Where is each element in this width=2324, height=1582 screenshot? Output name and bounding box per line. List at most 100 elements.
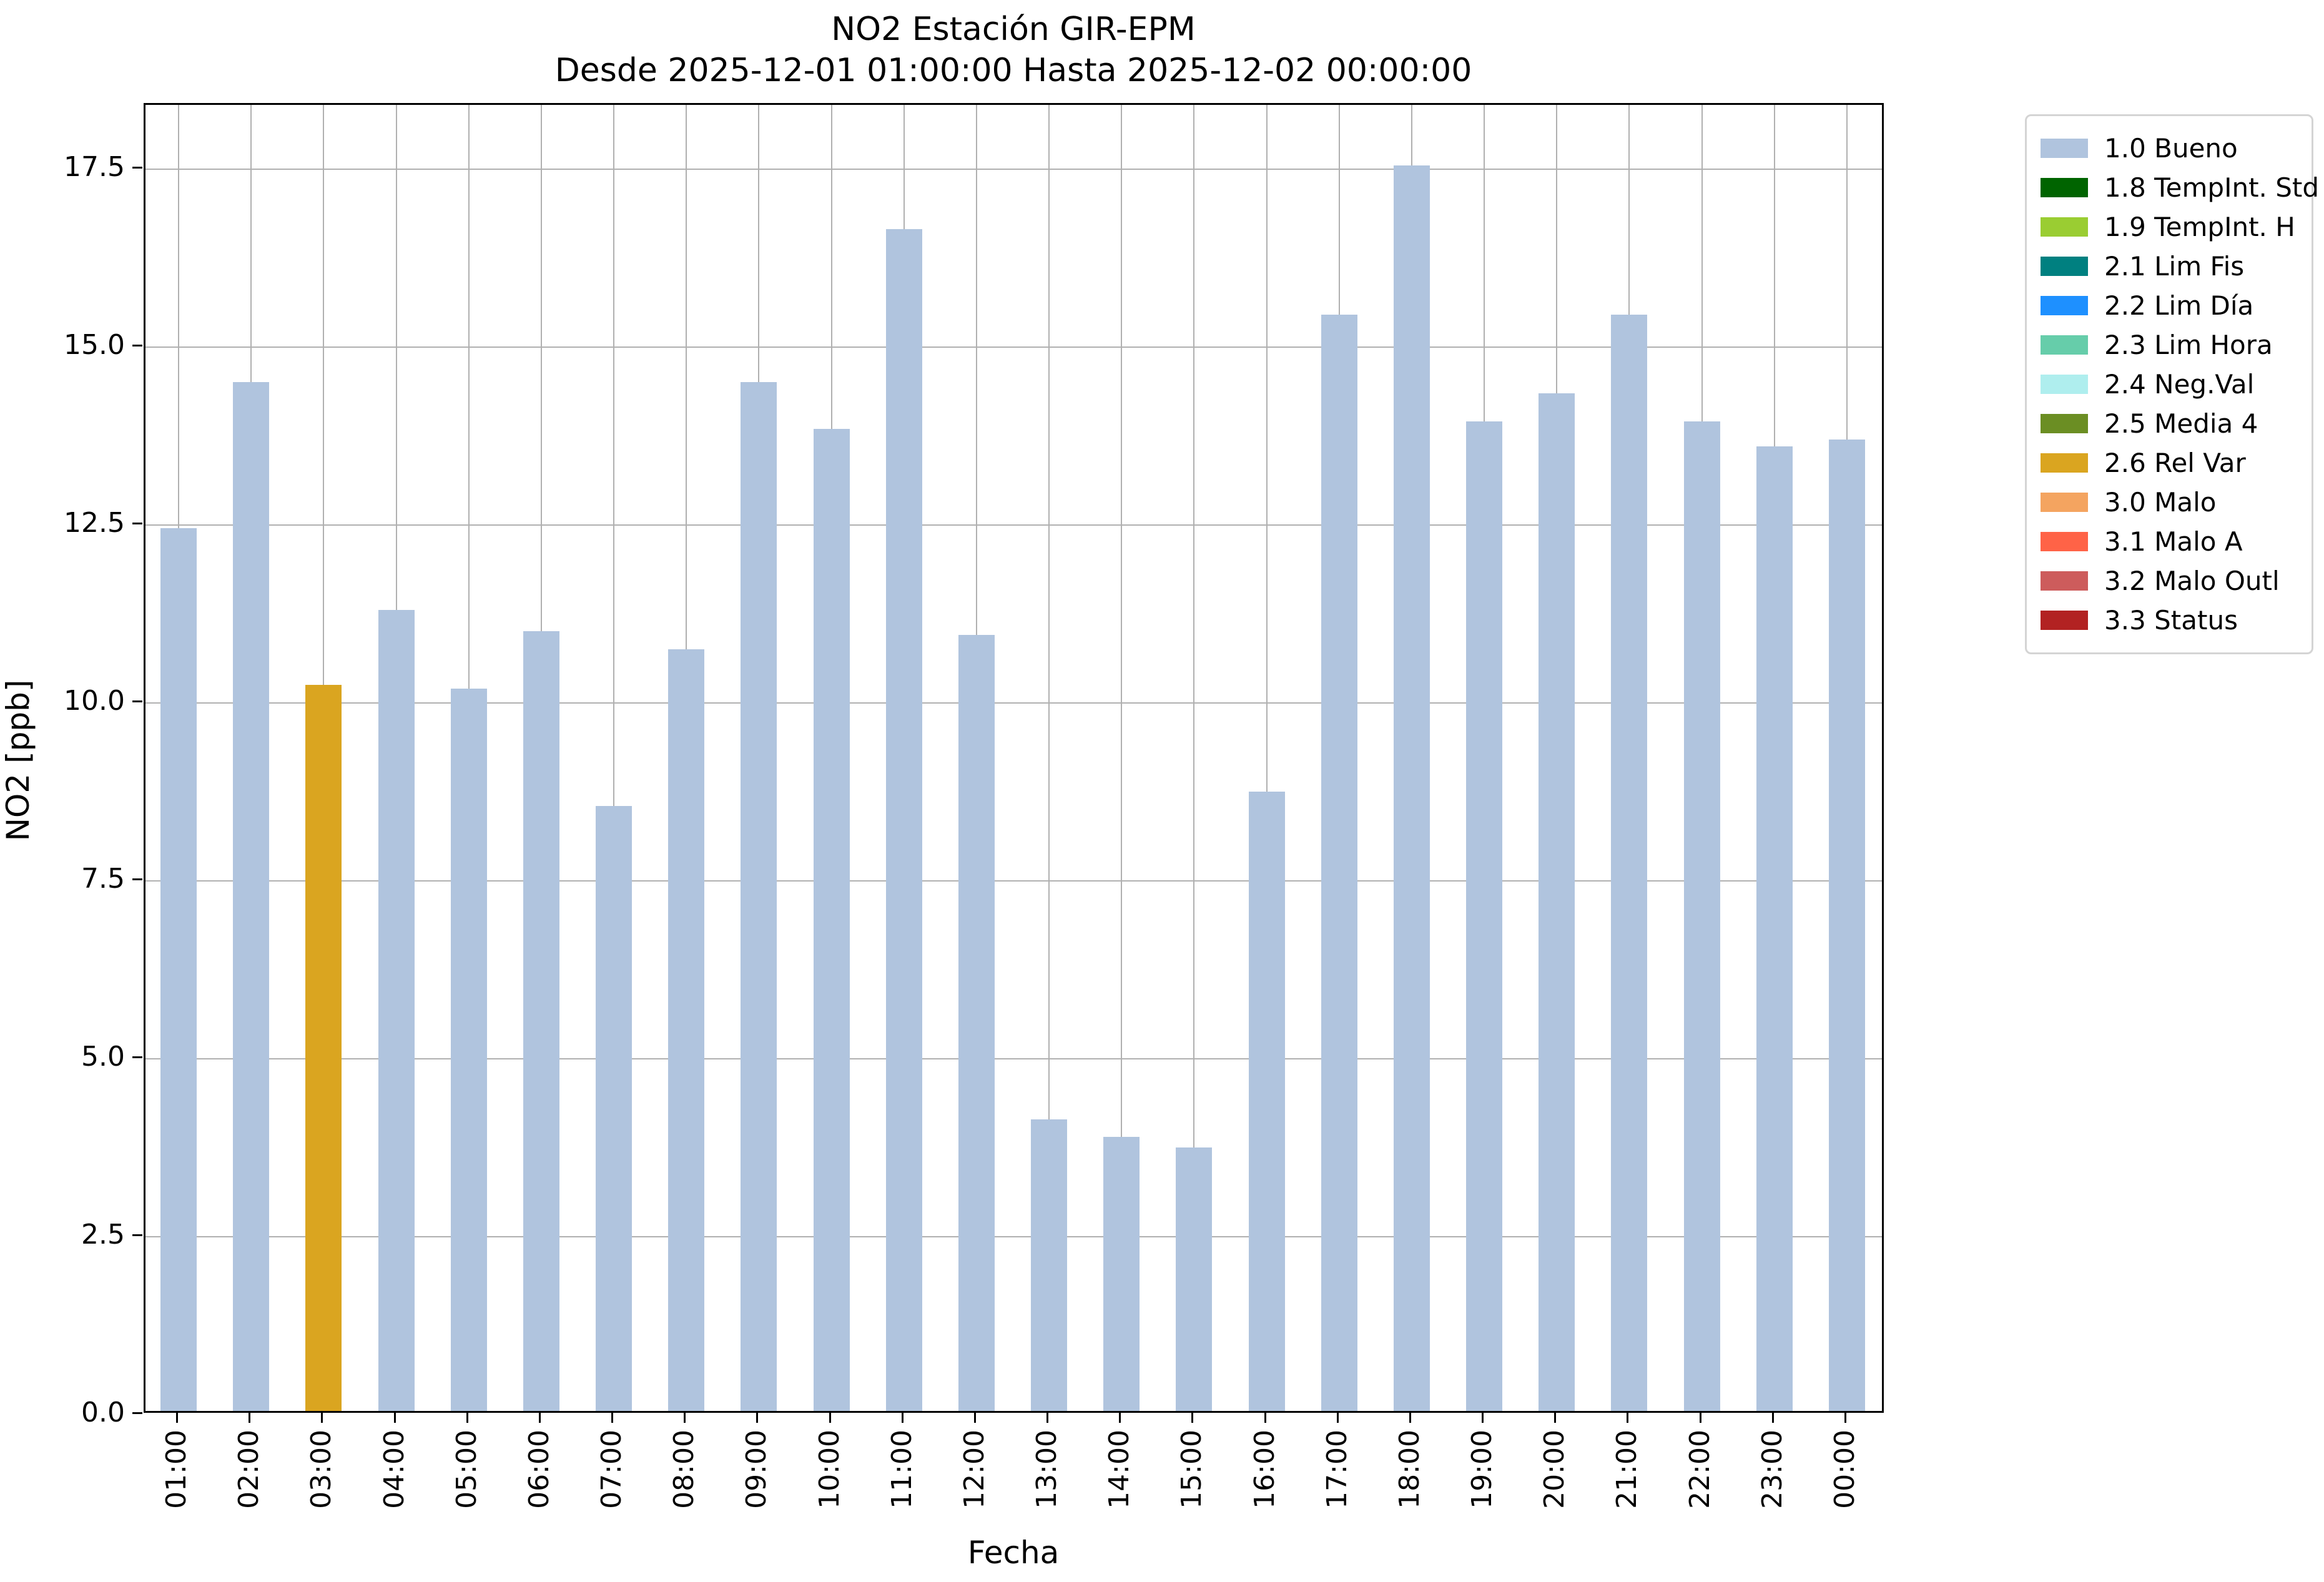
legend-label: 1.9 TempInt. H [2104, 212, 2295, 242]
x-tick-mark [901, 1413, 904, 1423]
bar-01:00 [160, 528, 197, 1411]
x-tick-mark [1336, 1413, 1339, 1423]
x-tick-mark [1046, 1413, 1049, 1423]
y-tick-label: 15.0 [64, 328, 125, 361]
bar-20:00 [1539, 393, 1575, 1411]
legend-swatch [2041, 335, 2088, 355]
legend-swatch [2041, 532, 2088, 551]
bar-22:00 [1683, 421, 1720, 1411]
bar-02:00 [233, 382, 270, 1411]
y-tick-label: 5.0 [81, 1040, 125, 1073]
plot-area [144, 103, 1884, 1413]
bar-14:00 [1103, 1137, 1140, 1411]
x-tick-mark [1191, 1413, 1194, 1423]
y-tick-label: 10.0 [64, 684, 125, 717]
bar-11:00 [885, 229, 922, 1411]
legend-swatch [2041, 257, 2088, 276]
chart-title: NO2 Estación GIR-EPM Desde 2025-12-01 01… [555, 9, 1472, 91]
x-tick-mark [684, 1413, 686, 1423]
bar-18:00 [1393, 165, 1430, 1411]
y-tick-mark [132, 700, 142, 702]
bar-16:00 [1248, 792, 1285, 1411]
y-axis-title: NO2 [ppb] [0, 679, 36, 842]
legend-label: 1.8 TempInt. Std [2104, 172, 2320, 203]
legend-label: 3.1 Malo A [2104, 526, 2243, 557]
legend-label: 3.0 Malo [2104, 487, 2217, 518]
bar-13:00 [1031, 1119, 1068, 1411]
x-tick-label: 14:00 [1103, 1430, 1136, 1509]
legend-entry: 2.1 Lim Fis [2041, 247, 2298, 286]
legend-entry: 2.3 Lim Hora [2041, 325, 2298, 365]
x-tick-mark [1844, 1413, 1846, 1423]
legend-entry: 2.6 Rel Var [2041, 443, 2298, 483]
legend-entry: 1.9 TempInt. H [2041, 207, 2298, 247]
bar-04:00 [378, 610, 415, 1411]
x-tick-mark [829, 1413, 831, 1423]
x-tick-label: 13:00 [1031, 1430, 1063, 1509]
bar-15:00 [1176, 1147, 1213, 1411]
x-tick-label: 20:00 [1539, 1430, 1571, 1509]
y-tick-label: 17.5 [64, 150, 125, 183]
x-tick-mark [1482, 1413, 1484, 1423]
x-tick-mark [466, 1413, 468, 1423]
gridline-horizontal [145, 346, 1882, 348]
x-tick-label: 16:00 [1248, 1430, 1281, 1509]
x-tick-label: 21:00 [1611, 1430, 1643, 1509]
legend-swatch [2041, 493, 2088, 512]
bar-12:00 [958, 635, 995, 1411]
gridline-vertical [1048, 105, 1050, 1411]
bar-23:00 [1756, 446, 1793, 1411]
legend-swatch [2041, 296, 2088, 315]
x-tick-label: 04:00 [378, 1430, 410, 1509]
legend-entry: 3.2 Malo Outl [2041, 561, 2298, 601]
x-tick-label: 01:00 [160, 1430, 192, 1509]
legend: 1.0 Bueno 1.8 TempInt. Std 1.9 TempInt. H 2… [2025, 114, 2319, 654]
y-tick-mark [132, 878, 142, 880]
x-tick-mark [538, 1413, 541, 1423]
gridline-horizontal [145, 524, 1882, 526]
x-tick-mark [1771, 1413, 1774, 1423]
y-tick-label: 2.5 [81, 1218, 125, 1250]
x-tick-label: 03:00 [305, 1430, 338, 1509]
legend-label: 2.4 Neg.Val [2104, 369, 2255, 400]
legend-label: 2.2 Lim Día [2104, 290, 2254, 321]
x-tick-label: 17:00 [1321, 1430, 1353, 1509]
bar-00:00 [1828, 439, 1865, 1411]
bar-06:00 [523, 631, 559, 1411]
legend-swatch [2041, 375, 2088, 394]
y-tick-mark [132, 1056, 142, 1058]
y-tick-label: 0.0 [81, 1397, 125, 1428]
y-tick-label: 12.5 [64, 506, 125, 539]
bar-08:00 [668, 649, 705, 1411]
x-tick-label: 06:00 [523, 1430, 555, 1509]
x-tick-label: 09:00 [741, 1430, 773, 1509]
x-tick-label: 10:00 [813, 1430, 845, 1509]
x-tick-label: 05:00 [450, 1430, 483, 1509]
bar-10:00 [813, 428, 850, 1411]
x-tick-label: 19:00 [1466, 1430, 1499, 1509]
chart-title-line1: NO2 Estación GIR-EPM [831, 11, 1196, 48]
gridline-horizontal [145, 1058, 1882, 1059]
y-tick-mark [132, 344, 142, 346]
x-tick-label: 08:00 [668, 1430, 701, 1509]
gridline-horizontal [145, 1236, 1882, 1237]
gridline-horizontal [145, 880, 1882, 882]
legend-entry: 2.2 Lim Día [2041, 286, 2298, 325]
legend-entry: 3.0 Malo [2041, 483, 2298, 522]
x-tick-label: 12:00 [958, 1430, 990, 1509]
bar-17:00 [1321, 315, 1357, 1411]
legend-label: 2.5 Media 4 [2104, 408, 2258, 439]
x-axis-title: Fecha [967, 1535, 1060, 1571]
legend-swatch [2041, 139, 2088, 158]
gridline-vertical [1266, 105, 1268, 1411]
x-tick-mark [756, 1413, 759, 1423]
bar-19:00 [1466, 421, 1503, 1411]
legend-swatch [2041, 571, 2088, 591]
x-tick-label: 15:00 [1176, 1430, 1208, 1509]
bar-21:00 [1611, 315, 1648, 1411]
legend-swatch [2041, 611, 2088, 630]
x-tick-mark [1554, 1413, 1557, 1423]
bar-03:00 [305, 684, 342, 1411]
gridline-vertical [1193, 105, 1195, 1411]
